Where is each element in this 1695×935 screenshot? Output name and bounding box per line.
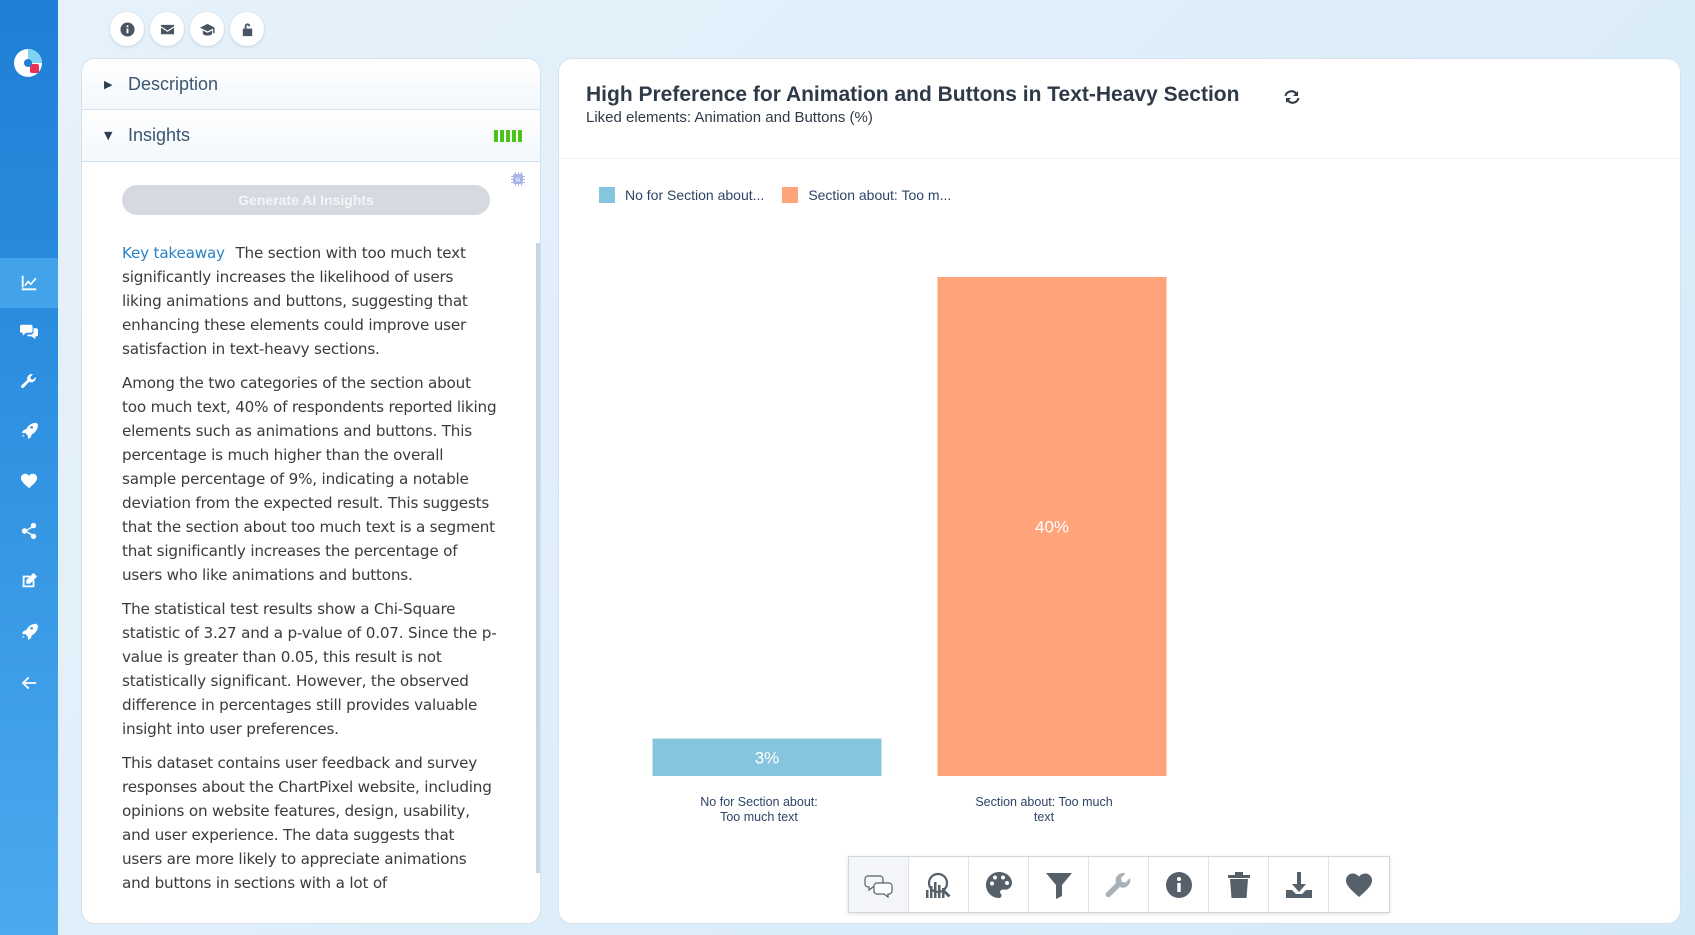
insight-paragraph: Among the two categories of the section … [122,374,497,584]
key-takeaway-text: The section with too much text significa… [122,244,468,358]
heart-icon [1346,873,1372,897]
ai-chip-icon[interactable]: AI [510,171,526,187]
insight-paragraph: This dataset contains user feedback and … [122,754,492,892]
sidebar-item-edit[interactable] [0,556,58,606]
x-tick-label: text [1034,810,1055,824]
x-tick-label: No for Section about: [700,795,817,809]
legend-swatch [599,187,615,203]
data-label: 40% [1035,518,1069,537]
edit-icon [22,572,38,588]
favorite-button[interactable] [1329,857,1389,912]
heart-icon [20,473,38,489]
key-takeaway-label: Key takeaway [122,244,225,262]
download-button[interactable] [1269,857,1329,912]
caret-down-icon: ▼ [104,129,113,142]
rocket-icon [21,623,38,640]
unlock-button[interactable] [230,12,264,46]
legend-label: Section about: Too m... [808,187,952,203]
share-icon [21,522,37,540]
comments-icon [20,324,38,340]
insights-content: Key takeaway The section with too much t… [122,241,497,905]
scrollbar-thumb[interactable] [536,243,540,873]
filter-button[interactable] [1029,857,1089,912]
signal-strength-icon [494,130,522,142]
caret-right-icon: ▶ [104,77,113,91]
sidebar-item-launch-2[interactable] [0,606,58,656]
arrow-left-icon [21,676,37,690]
unlock-icon [242,22,252,36]
magnify-chart-icon [925,872,950,898]
graduation-cap-icon [199,23,215,36]
insight-paragraph: The statistical test results show a Chi-… [122,600,497,738]
chart-toolbar [848,856,1390,913]
rocket-icon [21,422,38,439]
sidebar-item-launch[interactable] [0,405,58,455]
style-button[interactable] [969,857,1029,912]
sidebar [0,0,58,935]
comments-icon [863,874,893,898]
data-label: 3% [755,748,780,767]
bar-2[interactable] [937,277,1167,776]
sidebar-item-share[interactable] [0,506,58,556]
bar-chart: 3% No for Section about:Too much text 40% S… [652,277,1167,824]
legend-label: No for Section about... [625,187,765,203]
insights-accordion[interactable]: ▼ Insights [82,110,540,162]
palette-icon [985,871,1012,898]
info-button-toolbar[interactable] [1149,857,1209,912]
description-label: Description [128,73,219,94]
info-button[interactable] [110,12,144,46]
refresh-icon[interactable] [1283,88,1301,106]
sidebar-item-tools[interactable] [0,356,58,406]
envelope-icon [160,24,174,34]
chart-legend: No for Section about... Section about: T… [599,187,951,203]
settings-button[interactable] [1089,857,1149,912]
tutorial-button[interactable] [190,12,224,46]
chart-line-icon [21,275,37,291]
delete-button[interactable] [1209,857,1269,912]
info-icon [1165,871,1192,898]
info-icon [119,21,135,37]
sidebar-item-back[interactable] [0,658,58,708]
chart-panel: High Preference for Animation and Button… [558,58,1681,924]
chart-title: High Preference for Animation and Button… [586,83,1240,106]
download-icon [1285,871,1312,898]
legend-swatch [782,187,799,203]
sidebar-item-charts[interactable] [0,258,58,308]
wrench-icon [1105,872,1130,897]
app-logo[interactable] [13,48,43,78]
sidebar-item-comments[interactable] [0,306,58,356]
comments-button[interactable] [849,857,909,912]
x-tick-label: Section about: Too much [975,795,1112,809]
contact-button[interactable] [150,12,184,46]
insights-label: Insights [128,125,191,145]
key-takeaway-paragraph: Key takeaway The section with too much t… [122,241,497,361]
chart-subtitle: Liked elements: Animation and Buttons (%… [586,109,873,126]
legend-item[interactable]: Section about: Too m... [782,187,951,203]
generate-ai-insights-button[interactable]: Generate AI Insights [122,185,490,215]
svg-text:AI: AI [516,178,521,184]
sidebar-item-favorites[interactable] [0,456,58,506]
insights-panel: ▶ Description ▼ Insights AI Generate AI … [81,58,541,924]
filter-icon [1045,872,1072,899]
analyze-button[interactable] [909,857,969,912]
bar-1[interactable] [652,738,882,776]
description-accordion[interactable]: ▶ Description [82,59,540,110]
chart-header: High Preference for Animation and Button… [559,59,1680,159]
wrench-icon [21,374,36,389]
x-tick-label: Too much text [720,810,798,824]
legend-item[interactable]: No for Section about... [599,187,764,203]
trash-icon [1227,871,1250,898]
